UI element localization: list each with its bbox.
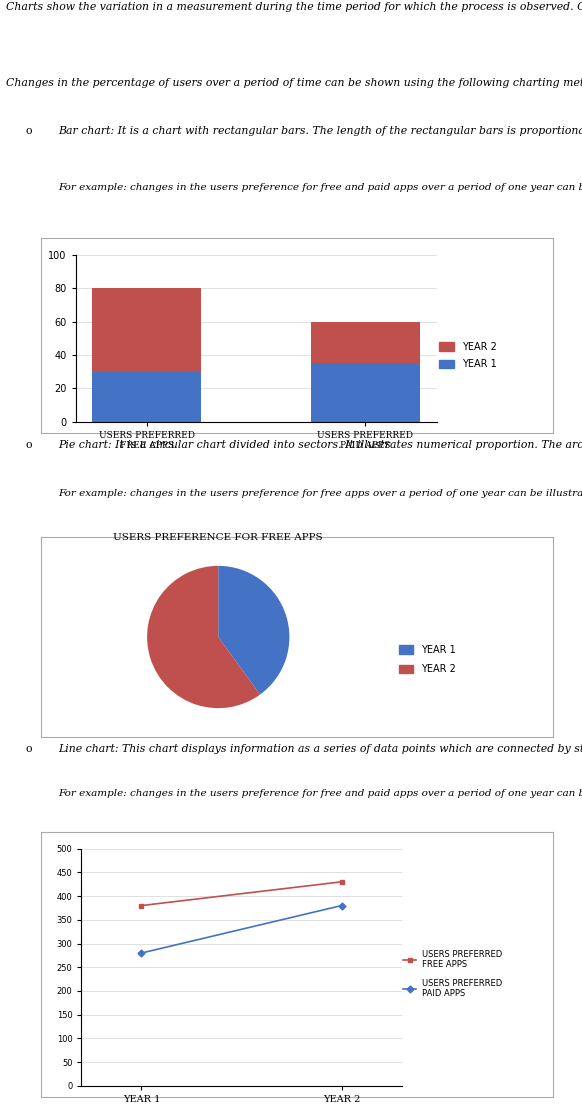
Text: Bar chart: It is a chart with rectangular bars. The length of the rectangular ba: Bar chart: It is a chart with rectangula…	[58, 126, 582, 136]
Text: Line chart: This chart displays information as a series of data points which are: Line chart: This chart displays informat…	[58, 744, 582, 754]
Bar	[311, 322, 420, 364]
Text: Changes in the percentage of users over a period of time can be shown using the : Changes in the percentage of users over …	[6, 79, 582, 88]
Text: Charts show the variation in a measurement during the time period for which the : Charts show the variation in a measureme…	[6, 2, 582, 12]
Legend: USERS PREFERRED
FREE APPS, USERS PREFERRED
PAID APPS: USERS PREFERRED FREE APPS, USERS PREFERR…	[400, 947, 506, 1002]
Bar	[92, 288, 201, 372]
Legend: YEAR 2, YEAR 1: YEAR 2, YEAR 1	[435, 337, 501, 374]
Bar	[92, 372, 201, 422]
Text: Pie chart: It is a circular chart divided into sectors. It illustrates numerical: Pie chart: It is a circular chart divide…	[58, 440, 582, 450]
Bar	[311, 364, 420, 422]
Title: USERS PREFERENCE FOR FREE APPS: USERS PREFERENCE FOR FREE APPS	[113, 533, 323, 542]
Text: o: o	[26, 440, 33, 450]
Text: For example: changes in the users preference for free apps over a period of one : For example: changes in the users prefer…	[58, 489, 582, 498]
Text: o: o	[26, 126, 33, 136]
Text: o: o	[26, 744, 33, 754]
Wedge shape	[147, 566, 260, 708]
Legend: YEAR 1, YEAR 2: YEAR 1, YEAR 2	[395, 640, 460, 678]
Text: For example: changes in the users preference for free and paid apps over a perio: For example: changes in the users prefer…	[58, 789, 582, 799]
Wedge shape	[218, 566, 289, 695]
Text: For example: changes in the users preference for free and paid apps over a perio: For example: changes in the users prefer…	[58, 182, 582, 191]
